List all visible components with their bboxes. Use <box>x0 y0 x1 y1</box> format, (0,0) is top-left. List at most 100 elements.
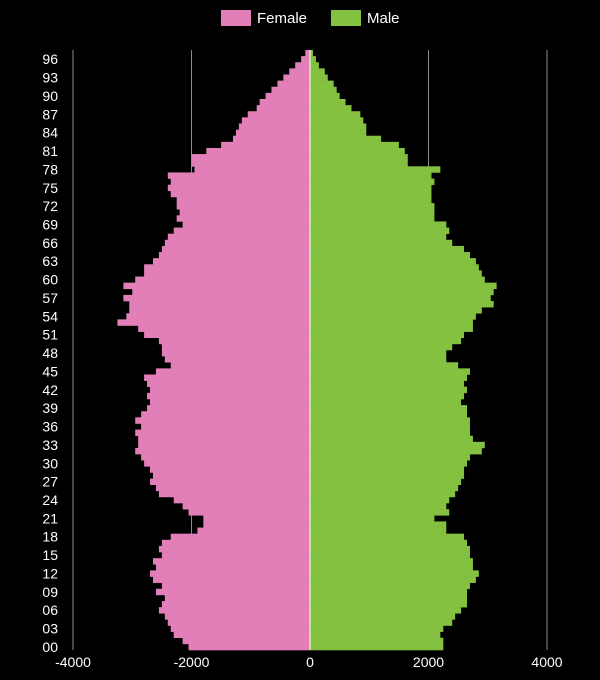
bar-female-age-68 <box>173 227 310 234</box>
bar-male-age-65 <box>310 245 465 253</box>
bar-male-age-14 <box>310 558 473 565</box>
bar-female-age-84 <box>235 129 310 137</box>
bar-male-age-75 <box>310 184 432 192</box>
bar-female-age-12 <box>150 570 310 577</box>
bar-male-age-54 <box>310 313 476 320</box>
bar-female-age-81 <box>206 147 310 155</box>
y-tick-label-69: 69 <box>42 216 58 232</box>
bar-female-age-41 <box>147 392 310 400</box>
bar-male-age-94 <box>310 68 325 75</box>
bar-male-age-59 <box>310 282 497 290</box>
bar-female-age-90 <box>265 92 310 100</box>
bar-male-age-62 <box>310 264 479 271</box>
y-tick-label-03: 03 <box>42 621 58 637</box>
bar-female-age-55 <box>129 307 310 314</box>
bar-male-age-13 <box>310 564 473 571</box>
bar-male-age-26 <box>310 484 459 492</box>
bar-female-age-52 <box>138 325 310 332</box>
y-tick-label-72: 72 <box>42 198 58 214</box>
bar-male-age-4 <box>310 619 453 626</box>
bar-female-age-18 <box>170 533 310 541</box>
bar-male-age-87 <box>310 111 361 118</box>
bar-male-age-8 <box>310 594 468 602</box>
bar-male-age-46 <box>310 362 459 369</box>
y-tick-label-57: 57 <box>42 290 58 306</box>
bar-male-age-50 <box>310 337 462 345</box>
bar-female-age-35 <box>135 429 310 437</box>
y-tick-label-06: 06 <box>42 602 58 618</box>
bar-male-age-53 <box>310 319 473 326</box>
bar-female-age-60 <box>135 276 310 283</box>
bar-male-age-11 <box>310 576 476 583</box>
bar-male-age-74 <box>310 190 432 198</box>
bar-male-age-29 <box>310 466 465 473</box>
bar-female-age-43 <box>147 380 310 388</box>
bar-male-age-58 <box>310 288 494 296</box>
bar-female-age-47 <box>164 356 310 363</box>
bar-male-age-16 <box>310 545 470 553</box>
bar-male-age-76 <box>310 178 435 185</box>
legend-swatch-male <box>331 10 361 26</box>
bar-female-age-48 <box>161 350 310 357</box>
bar-female-age-56 <box>129 301 310 308</box>
bar-male-age-30 <box>310 460 468 467</box>
bar-male-age-64 <box>310 252 470 259</box>
y-tick-label-90: 90 <box>42 88 58 104</box>
bar-female-age-87 <box>247 111 310 118</box>
y-tick-label-96: 96 <box>42 51 58 67</box>
y-tick-label-60: 60 <box>42 272 58 288</box>
x-tick-label-2000: 2000 <box>413 654 444 670</box>
bar-female-age-11 <box>152 576 310 583</box>
y-tick-label-78: 78 <box>42 161 58 177</box>
bar-female-age-4 <box>167 619 310 626</box>
bar-male-age-95 <box>310 62 319 69</box>
legend-label-female: Female <box>257 10 307 27</box>
bar-male-age-89 <box>310 98 346 106</box>
bar-female-age-97 <box>305 50 310 57</box>
bar-female-age-16 <box>158 545 310 553</box>
bar-female-age-64 <box>158 252 310 259</box>
legend-label-male: Male <box>367 10 400 27</box>
bar-male-age-44 <box>310 374 468 381</box>
bar-female-age-3 <box>170 625 310 632</box>
bar-female-age-8 <box>164 594 310 602</box>
bar-male-age-12 <box>310 570 479 577</box>
bar-female-age-88 <box>256 105 310 112</box>
bar-male-age-80 <box>310 154 408 161</box>
bar-male-age-9 <box>310 588 468 596</box>
bar-female-age-83 <box>232 135 310 143</box>
bar-male-age-55 <box>310 307 482 314</box>
bar-female-age-15 <box>161 552 310 559</box>
bar-male-age-69 <box>310 221 447 228</box>
bar-male-age-32 <box>310 447 482 455</box>
bar-male-age-81 <box>310 147 405 155</box>
y-tick-label-75: 75 <box>42 180 58 196</box>
y-tick-label-00: 00 <box>42 639 58 655</box>
bar-female-age-93 <box>283 74 310 81</box>
bar-male-age-66 <box>310 239 453 247</box>
bar-male-age-25 <box>310 490 456 498</box>
legend: Female Male <box>221 10 400 27</box>
x-axis-tick-labels: -4000 -2000 0 2000 4000 <box>55 654 563 670</box>
bar-female-age-20 <box>203 521 310 528</box>
bar-male-age-51 <box>310 331 465 339</box>
bar-female-age-24 <box>173 496 310 504</box>
bar-female-age-53 <box>117 319 310 326</box>
y-tick-label-63: 63 <box>42 253 58 269</box>
bar-male-age-0 <box>310 643 444 651</box>
bar-female-age-2 <box>173 631 310 639</box>
bar-female-age-74 <box>170 190 310 198</box>
y-tick-label-18: 18 <box>42 529 58 545</box>
bar-male-age-56 <box>310 301 494 308</box>
y-tick-label-48: 48 <box>42 345 58 361</box>
bar-female-age-80 <box>191 154 310 161</box>
bar-female-age-65 <box>161 245 310 253</box>
bar-female-age-45 <box>155 368 310 375</box>
bar-male-age-22 <box>310 509 450 516</box>
x-tick-label-4000: 4000 <box>531 654 562 670</box>
bar-female-age-28 <box>152 472 310 479</box>
bar-female-age-21 <box>203 515 310 522</box>
bar-male-age-42 <box>310 386 468 394</box>
bar-male-age-60 <box>310 276 485 283</box>
